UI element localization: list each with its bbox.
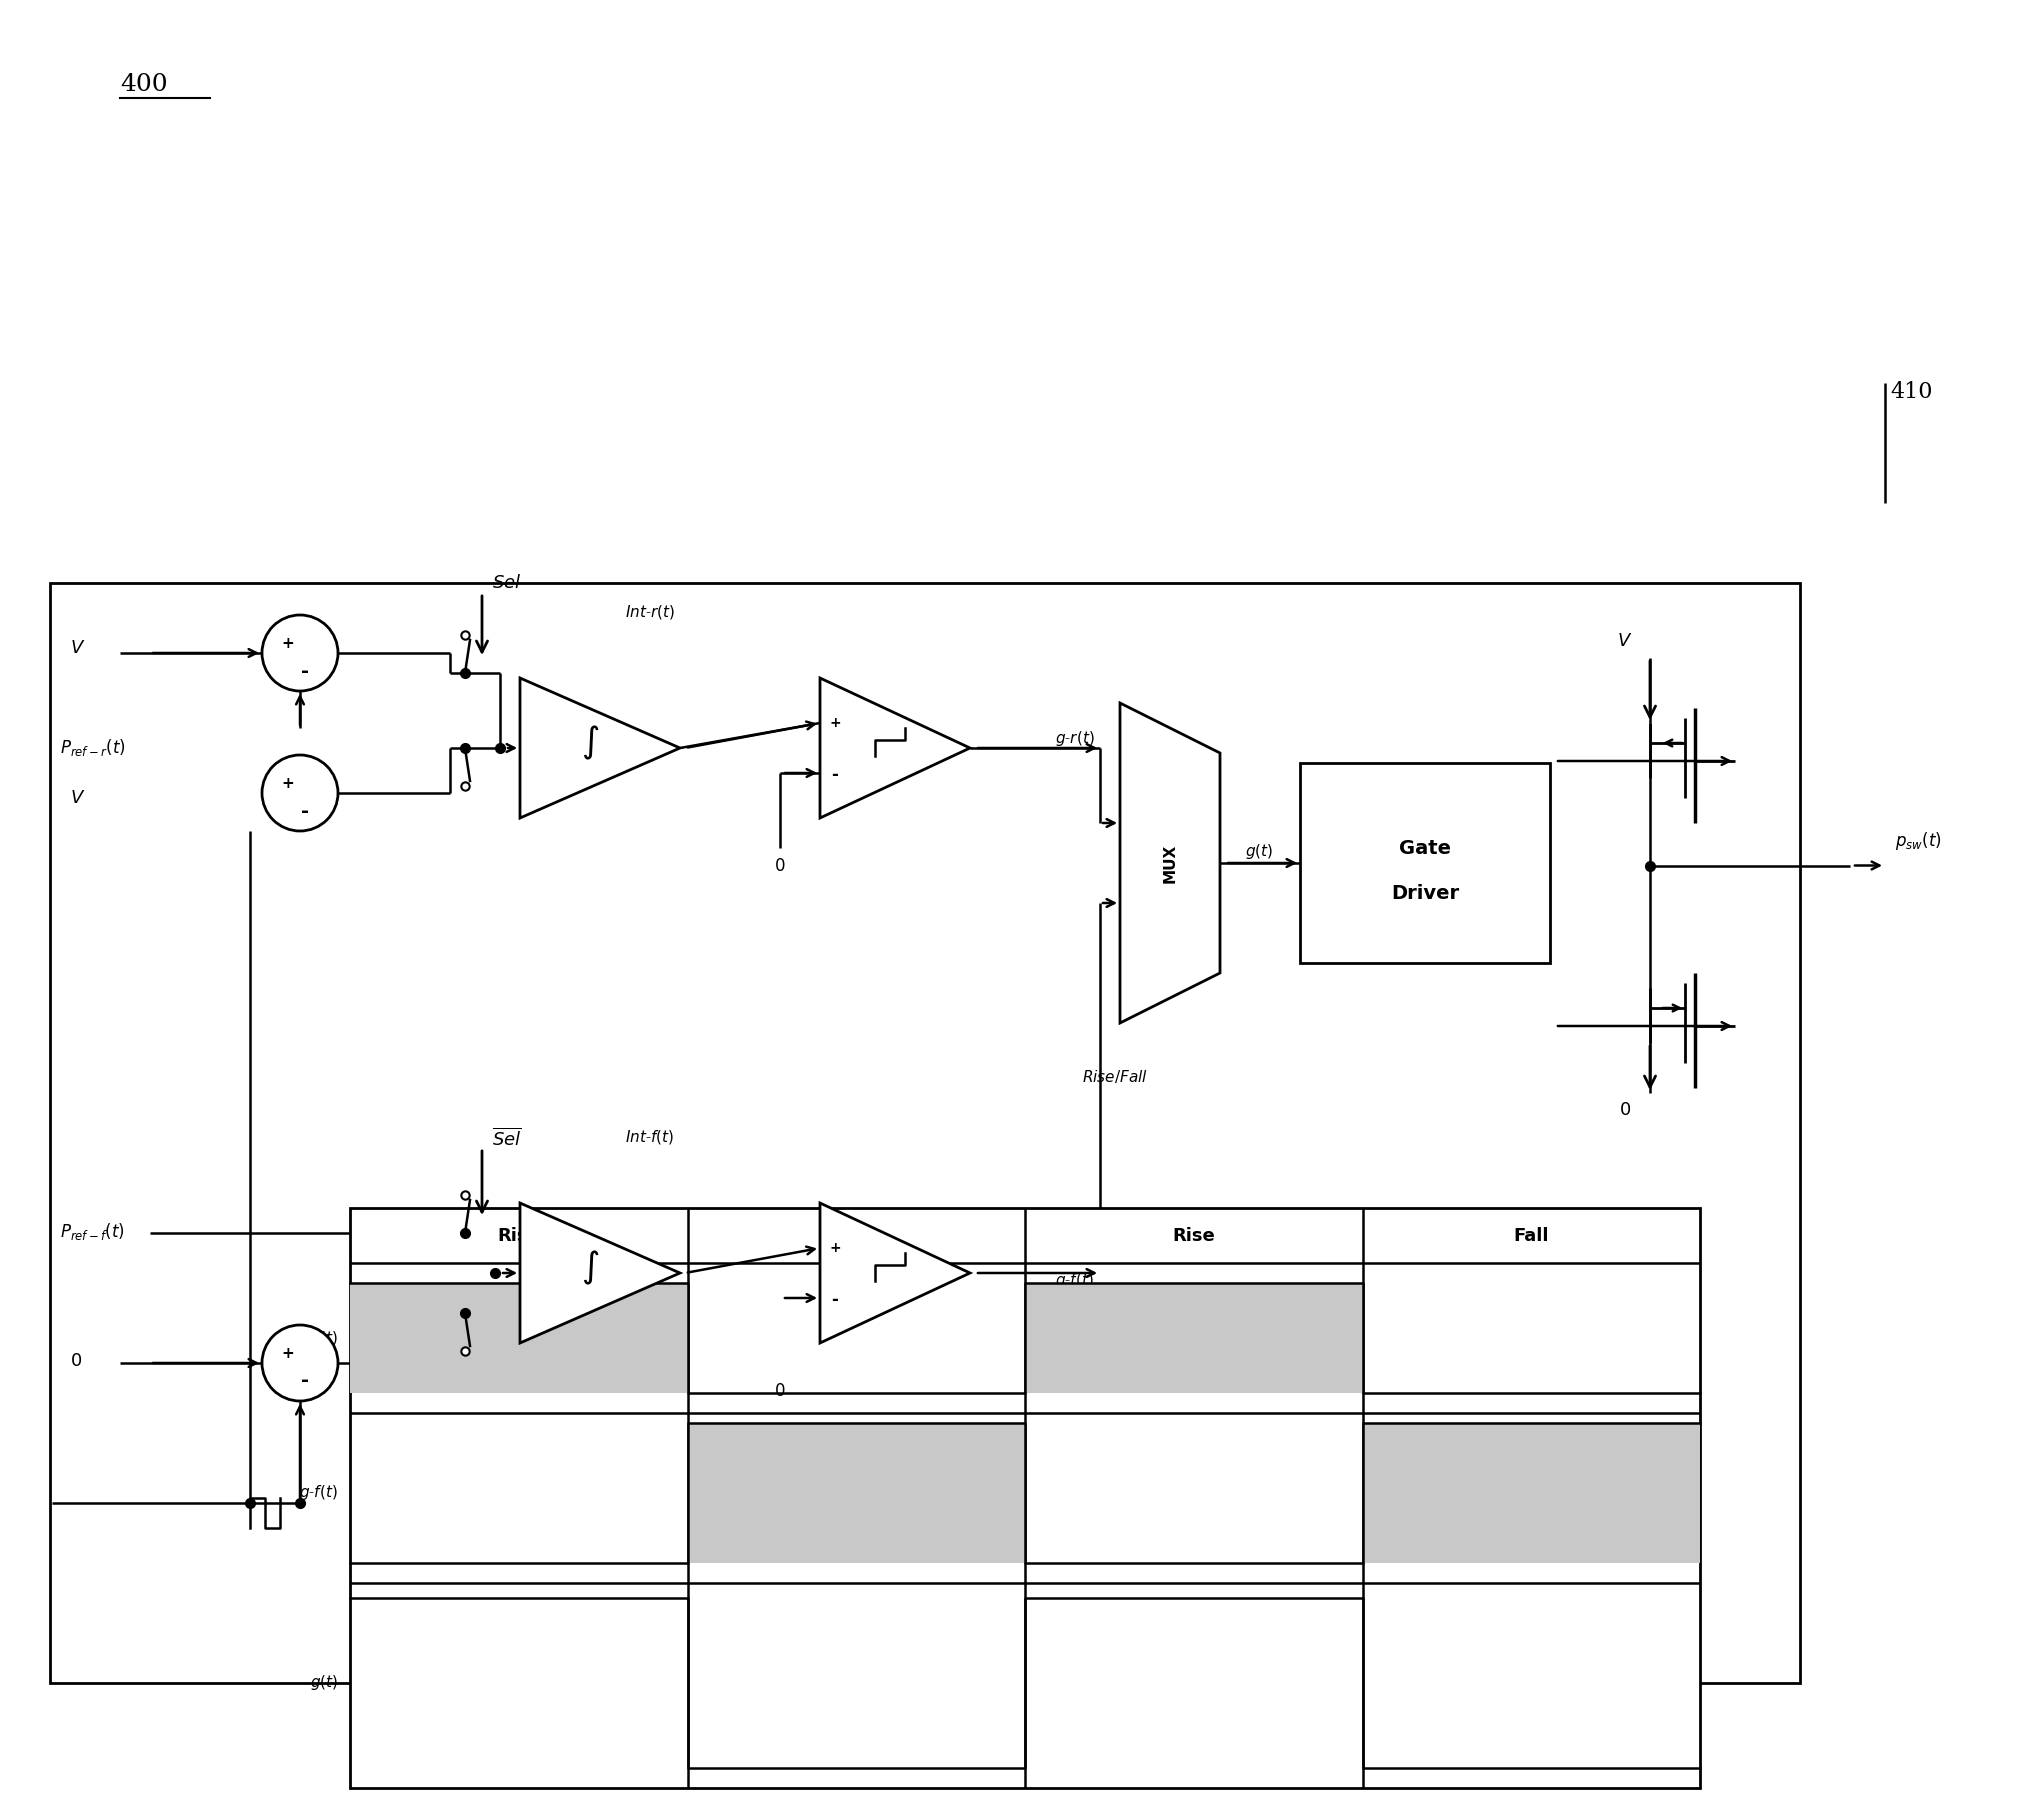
Text: Driver: Driver	[1390, 883, 1459, 903]
Text: $Sel$: $Sel$	[493, 573, 521, 591]
Text: $0$: $0$	[775, 1383, 785, 1399]
Text: Gate: Gate	[1398, 838, 1451, 858]
Text: $0$: $0$	[775, 858, 785, 874]
Text: $p_{sw}(t)$: $p_{sw}(t)$	[1895, 829, 1942, 851]
Text: Fall: Fall	[1513, 1228, 1549, 1246]
Text: MUX: MUX	[1163, 844, 1177, 883]
Polygon shape	[1120, 703, 1220, 1022]
Text: 400: 400	[121, 72, 168, 96]
Text: -: -	[832, 766, 838, 784]
Text: 410: 410	[1891, 380, 1932, 404]
Text: +: +	[282, 1345, 294, 1361]
Text: $P_{ref-r}(t)$: $P_{ref-r}(t)$	[59, 737, 127, 759]
FancyBboxPatch shape	[1024, 1284, 1363, 1394]
FancyBboxPatch shape	[350, 1208, 1701, 1789]
Text: $V$: $V$	[69, 638, 86, 656]
Text: Rise: Rise	[497, 1228, 540, 1246]
Text: $V$: $V$	[69, 790, 86, 808]
Text: -: -	[300, 1372, 309, 1390]
Polygon shape	[519, 678, 681, 819]
Text: $Rise/Fall$: $Rise/Fall$	[1081, 1067, 1149, 1085]
Polygon shape	[519, 1203, 681, 1343]
FancyBboxPatch shape	[1300, 763, 1549, 963]
Text: +: +	[282, 635, 294, 651]
Text: -: -	[300, 662, 309, 680]
Circle shape	[262, 615, 337, 691]
Text: $g$-$r(t)$: $g$-$r(t)$	[1055, 728, 1096, 748]
Text: $Int$-$f(t)$: $Int$-$f(t)$	[625, 1129, 675, 1147]
Text: Fall: Fall	[838, 1228, 875, 1246]
FancyBboxPatch shape	[687, 1423, 1024, 1563]
Text: +: +	[282, 775, 294, 790]
Circle shape	[262, 1325, 337, 1401]
Text: -: -	[300, 802, 309, 820]
Text: $P_{ref-f}(t)$: $P_{ref-f}(t)$	[59, 1221, 125, 1242]
Text: $g$-$f(t)$: $g$-$f(t)$	[1055, 1271, 1094, 1291]
Polygon shape	[820, 678, 971, 819]
Text: +: +	[830, 1240, 840, 1255]
Text: $0$: $0$	[1619, 1102, 1631, 1120]
Text: $g(t)$: $g(t)$	[311, 1673, 337, 1693]
Circle shape	[262, 755, 337, 831]
FancyBboxPatch shape	[350, 1284, 687, 1394]
Text: -: -	[832, 1291, 838, 1309]
Text: +: +	[830, 716, 840, 730]
Text: $g$-$f(t)$: $g$-$f(t)$	[298, 1484, 337, 1502]
Text: Rise: Rise	[1173, 1228, 1214, 1246]
Text: $g(t)$: $g(t)$	[1245, 842, 1273, 860]
Text: $\int$: $\int$	[580, 1249, 599, 1287]
Text: $Int$-$r(t)$: $Int$-$r(t)$	[625, 602, 675, 620]
Text: $V$: $V$	[1617, 633, 1633, 651]
Text: $\overline{Sel}$: $\overline{Sel}$	[493, 1127, 521, 1149]
FancyBboxPatch shape	[49, 582, 1801, 1682]
FancyBboxPatch shape	[1363, 1423, 1701, 1563]
Text: $0$: $0$	[69, 1352, 82, 1370]
Polygon shape	[820, 1203, 971, 1343]
Text: $g$-$r(t)$: $g$-$r(t)$	[298, 1329, 337, 1347]
Text: $\int$: $\int$	[580, 725, 599, 763]
